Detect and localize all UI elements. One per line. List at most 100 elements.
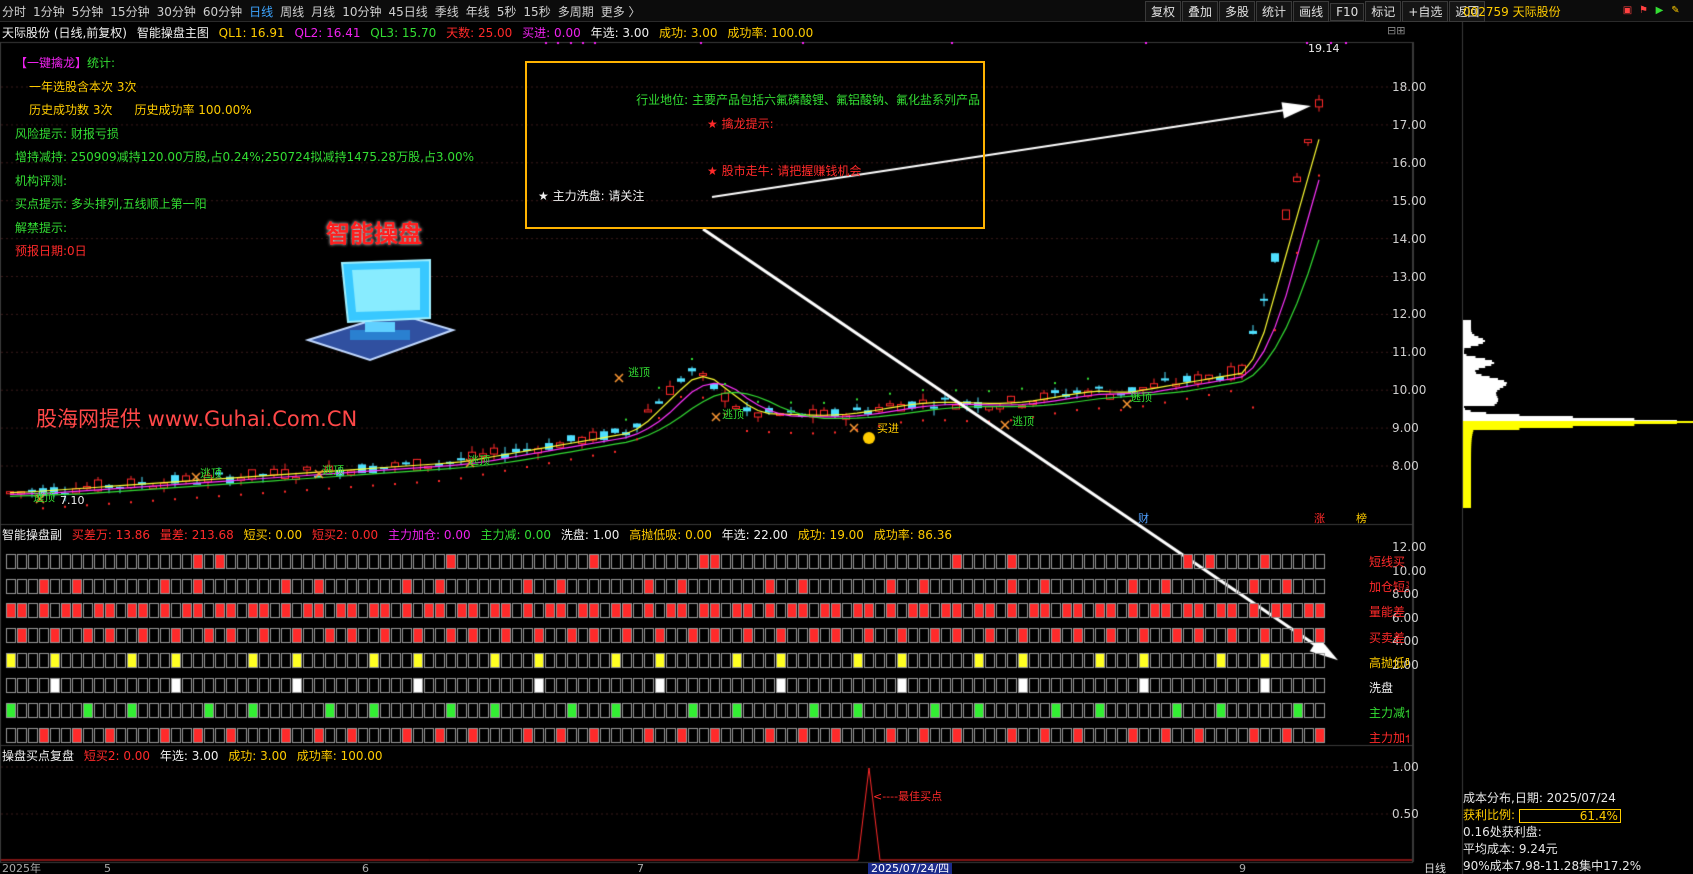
sub-tick: 6.00 [1392, 610, 1419, 625]
arrow-play-icon[interactable]: ▶ [1655, 5, 1664, 16]
sub-row-label: 高抛低吸 [1369, 655, 1409, 670]
period-tab[interactable]: 30分钟 [156, 5, 196, 19]
taoding-label: 逃顶 [628, 366, 650, 379]
price-tick: 8.00 [1392, 459, 1419, 473]
info-line-3b: 历史成功率 100.00% [134, 103, 252, 117]
taoding-label: 逃顶 [1130, 391, 1152, 404]
days-value: 天数: 25.00 [446, 26, 513, 40]
period-tab[interactable]: 周线 [280, 5, 305, 19]
month-label: 5 [104, 862, 111, 874]
tip-line-2: ★ 股市走牛: 请把握赚钱机会 [707, 164, 862, 178]
high-price-label: 19.14 [1308, 42, 1340, 55]
bottom-axis-1: 1.00 [1392, 760, 1419, 774]
tool-button[interactable]: 统计 [1256, 1, 1293, 22]
period-tab[interactable]: 10分钟 [342, 5, 382, 19]
period-tab[interactable]: 分时 [2, 5, 27, 19]
top-toolbar: 分时 1分钟 5分钟 15分钟 30分钟 60分钟 日线 周线 月线 10分钟 45日线 季线 年线 5秒… [0, 0, 1693, 22]
indicator-name[interactable]: 智能操盘主图 [136, 26, 209, 40]
period-tab[interactable]: 15分钟 [110, 5, 150, 19]
tool-icon[interactable]: ✎ [1671, 5, 1680, 16]
sub-row-label: 短线买 [1369, 555, 1406, 569]
taoding-label: 逃顶 [322, 464, 344, 477]
bottom-v4: 成功率: 100.00 [296, 749, 383, 763]
sub-tick: 4.00 [1392, 634, 1419, 649]
period-tab[interactable]: 年线 [465, 5, 490, 19]
marker-cai[interactable]: 财 [1138, 512, 1149, 525]
chart-title: 天际股份 (日线,前复权) [2, 26, 127, 40]
panel-controls-icon[interactable]: ⊟⊞ [1387, 24, 1406, 37]
sub-tick: 2.00 [1392, 658, 1419, 672]
period-label[interactable]: 日线 [1424, 862, 1446, 874]
period-tab[interactable]: 1分钟 [33, 5, 65, 19]
sub-v3: 短买: 0.00 [243, 528, 303, 542]
period-tab[interactable]: 5秒 [496, 5, 517, 19]
info-line-3a: 历史成功数 3次 [29, 103, 113, 117]
window-red-icon[interactable]: ▣ [1622, 5, 1633, 16]
info-line-1b: 统计: [87, 56, 116, 70]
kline-chart-canvas[interactable] [0, 22, 1693, 874]
tool-button[interactable]: +自选 [1402, 1, 1449, 22]
sub-v8: 高抛低吸: 0.00 [629, 528, 712, 542]
sub-tick: 12.00 [1392, 540, 1427, 554]
sub-row-label: 主力加仓 [1369, 731, 1409, 746]
profit-ratio-bar: 61.4% [1518, 808, 1621, 823]
period-tab[interactable]: 月线 [311, 5, 336, 19]
sub-row-label: 买卖差 [1369, 630, 1406, 645]
price-tick: 13.00 [1392, 269, 1427, 284]
sub-v5: 主力加仓: 0.00 [388, 528, 471, 542]
month-label: 2025年 [2, 862, 41, 874]
tip-line-1: ★ 擒龙提示: [707, 117, 774, 131]
sub-row-label: 主力减仓 [1369, 706, 1409, 721]
sub-tick: 8.00 [1392, 587, 1419, 602]
price-tick: 18.00 [1392, 80, 1427, 94]
period-tabs: 分时 1分钟 5分钟 15分钟 30分钟 60分钟 日线 周线 月线 10分钟 45日线 季线 年线 5秒… [2, 3, 648, 20]
buy-value: 买进: 0.00 [522, 26, 581, 40]
sub-row-label: 量能差 [1369, 605, 1406, 620]
cost-title: 成本分布,日期: 2025/07/24 [1463, 791, 1616, 805]
period-tab[interactable]: 更多 〉 [600, 5, 641, 19]
bottom-axis-2: 0.50 [1392, 807, 1419, 821]
tool-button[interactable]: F10 [1330, 3, 1365, 21]
tool-button[interactable]: 多股 [1219, 1, 1256, 22]
ql3-value: QL3: 15.70 [370, 26, 437, 40]
price-tick: 12.00 [1392, 307, 1427, 322]
price-tick: 9.00 [1392, 421, 1419, 436]
tool-button[interactable]: 画线 [1293, 1, 1330, 22]
watermark-text: 股海网提供 www.Guhai.Com.CN [36, 407, 358, 431]
profit-ratio-text: 61.4% [1579, 808, 1618, 823]
info-line-8: 解禁提示: [15, 220, 68, 235]
tool-button[interactable]: 返回 [1449, 1, 1486, 22]
bottom-v2: 年选: 3.00 [159, 749, 219, 763]
info-line-2: 一年选股含本次 3次 [29, 79, 137, 94]
period-tab[interactable]: 多周期 [557, 5, 594, 19]
maijin-label: 买进 [877, 422, 899, 435]
period-tab[interactable]: 45日线 [388, 5, 428, 19]
month-label: 7 [637, 862, 644, 874]
success-value: 成功: 3.00 [658, 26, 718, 40]
marker-bang[interactable]: 榜 [1356, 512, 1367, 525]
tool-buttons: 复权 叠加 多股 统计 画线 F10 标记 +自选 返回 [1145, 1, 1486, 22]
cost-distribution-panel: 成本分布,日期: 2025/07/24 获利比例: 61.4% 0.16处获利盘… [1463, 790, 1641, 874]
marker-zhang[interactable]: 涨 [1314, 512, 1325, 525]
period-tab[interactable]: 季线 [434, 5, 459, 19]
period-tab[interactable]: 15秒 [523, 5, 551, 19]
stock-code-label[interactable]: 002759 天际股份 [1463, 5, 1561, 19]
flag-icon[interactable]: ⚑ [1639, 5, 1648, 16]
sub-v2: 量差: 213.68 [159, 528, 234, 542]
bottom-title[interactable]: 操盘买点复盘 [2, 749, 75, 763]
period-tab[interactable]: 5分钟 [71, 5, 104, 19]
cursor-date: 2025/07/24/四 [868, 863, 953, 874]
sub-v6: 主力减: 0.00 [480, 528, 552, 542]
info-line-6: 机构评测: [15, 173, 68, 188]
period-tab[interactable]: 日线 [249, 5, 274, 19]
tool-button[interactable]: 复权 [1145, 1, 1182, 22]
info-line-1a: 【一键擒龙】 [15, 56, 88, 70]
tool-button[interactable]: 标记 [1365, 1, 1402, 22]
best-buy-label: <----最佳买点 [873, 790, 943, 803]
taoding-label: 逃顶 [33, 491, 55, 504]
tool-button[interactable]: 叠加 [1182, 1, 1219, 22]
taoding-label: 逃顶 [468, 454, 490, 467]
sub-row-label: 洗盘 [1369, 681, 1394, 695]
sub-title[interactable]: 智能操盘副 [2, 528, 63, 542]
period-tab[interactable]: 60分钟 [202, 5, 243, 19]
